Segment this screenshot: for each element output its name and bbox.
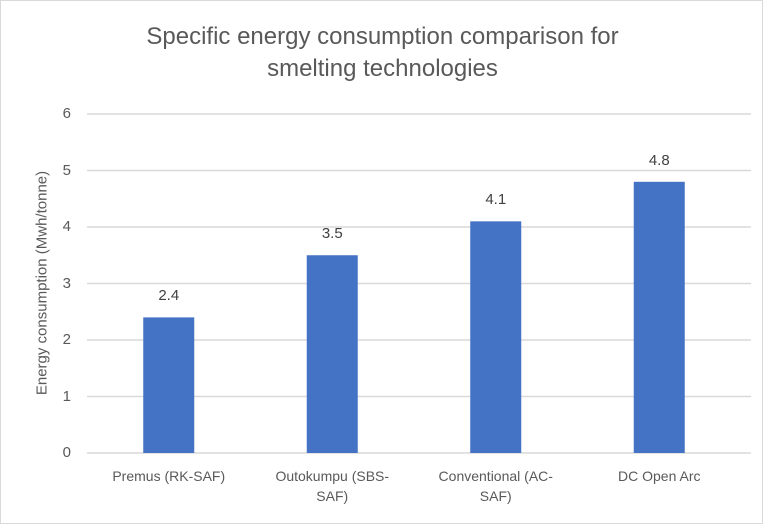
data-label: 3.5 — [321, 225, 343, 243]
x-tick-label: Outokumpu (SBS-SAF) — [275, 468, 390, 504]
bar — [306, 255, 358, 453]
chart-title-line-2: smelting technologies — [267, 55, 498, 82]
y-tick-label: 4 — [62, 218, 71, 235]
x-tick-label: Conventional (AC-SAF) — [438, 468, 553, 504]
y-tick-label: 5 — [62, 161, 71, 179]
data-label: 4.1 — [485, 191, 507, 209]
y-tick-label: 0 — [62, 444, 71, 461]
x-tick-label: Premus (RK-SAF) — [112, 468, 226, 484]
chart-title-line-1: Specific energy consumption comparison f… — [146, 23, 619, 50]
x-tick-label: DC Open Arc — [618, 468, 701, 484]
y-tick-label: 2 — [62, 331, 71, 348]
y-tick-label: 1 — [62, 387, 71, 405]
y-tick-label: 3 — [62, 274, 71, 292]
data-label: 2.4 — [158, 287, 180, 305]
bar — [470, 221, 522, 453]
data-label: 4.8 — [648, 151, 670, 169]
bar — [143, 317, 195, 453]
y-tick-label: 6 — [62, 105, 71, 122]
chart-title: Specific energy consumption comparison f… — [1, 21, 762, 85]
bar — [633, 181, 685, 454]
